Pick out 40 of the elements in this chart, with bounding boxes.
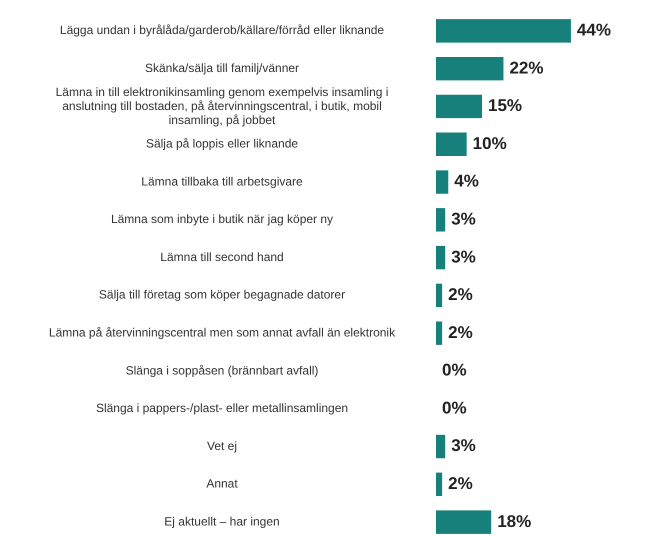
data-label: 3% — [451, 247, 476, 266]
y-tick-label: Lämna på återvinningscentral men som annat avfall än elektronik — [48, 325, 396, 340]
data-label: 0% — [442, 360, 467, 380]
y-tick-label: Lämna till second hand — [160, 250, 284, 264]
data-label: 3% — [451, 210, 476, 229]
bar — [436, 321, 442, 345]
bar — [436, 19, 571, 43]
data-label: 2% — [448, 474, 473, 494]
y-tick-label: Lägga undan i byrålåda/garderob/källare/förråd eller liknande — [60, 23, 384, 38]
y-tick-label: Ej aktuellt – har ingen — [164, 514, 280, 528]
y-tick-label: Sälja till företag som köper begagnade datorer — [98, 288, 346, 302]
bar — [436, 472, 442, 496]
y-tick-label: Lämna tillbaka till arbetsgivare — [141, 174, 304, 188]
y-tick-label: Lämna in till elektronikinsamling genom exempelvis insamling i anslutning till bostaden, på återvinningscentral, i butik, mobil insamling, på jobbet — [56, 84, 388, 127]
bar — [436, 132, 467, 156]
y-tick-label: Vet ej — [206, 438, 238, 453]
data-label: 3% — [451, 436, 476, 456]
bar — [436, 208, 446, 232]
y-tick-label: Annat — [206, 476, 238, 491]
data-label: 4% — [454, 172, 479, 191]
data-label: 2% — [448, 322, 473, 342]
data-label: 15% — [488, 96, 522, 116]
data-label: 44% — [576, 20, 611, 40]
y-tick-label: Sälja på loppis eller liknande — [146, 136, 298, 151]
data-label: 2% — [448, 285, 473, 304]
data-label: 0% — [442, 398, 467, 418]
data-label: 10% — [472, 134, 507, 153]
y-tick-label: Slänga i pappers-/plast- eller metallinsamlingen — [96, 401, 348, 416]
bar — [436, 434, 446, 458]
data-label: 22% — [509, 58, 544, 78]
y-tick-label: Slänga i soppåsen (brännbart avfall) — [126, 363, 318, 378]
bar — [436, 246, 446, 270]
bar — [436, 284, 442, 308]
bar — [436, 510, 492, 534]
y-tick-label: Skänka/sälja till familj/vänner — [144, 60, 300, 75]
bar — [436, 94, 482, 118]
bar — [436, 170, 448, 194]
data-label: 18% — [497, 512, 532, 531]
bar — [436, 56, 504, 80]
y-tick-label: Lämna som inbyte i butik när jag köper ny — [110, 212, 334, 226]
